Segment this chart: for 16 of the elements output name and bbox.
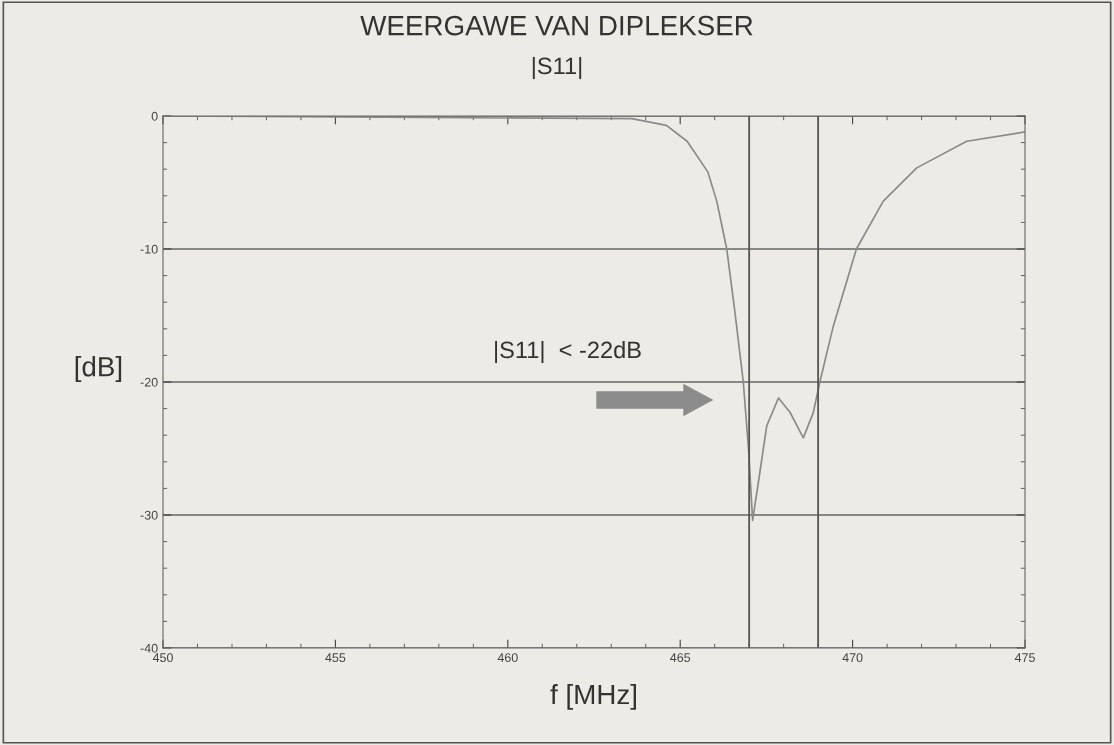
x-tick-label: 470 <box>842 653 863 663</box>
y-tick-label: -30 <box>140 510 158 520</box>
y-axis-title: [dB] <box>75 356 122 382</box>
chart-title: WEERGAWE VAN DIPLEKSER <box>360 15 753 36</box>
x-tick-label: 450 <box>152 653 173 663</box>
y-tick-label: -40 <box>140 643 158 653</box>
annotation: |S11| < -22dB <box>495 340 641 364</box>
x-tick-label: 460 <box>497 653 518 663</box>
x-axis-title: f [MHz] <box>550 683 636 710</box>
chart-subtitle: |S11| <box>532 56 582 80</box>
y-tick-label: -20 <box>140 377 158 387</box>
y-tick-label: -10 <box>140 244 158 254</box>
x-tick-label: 475 <box>1014 653 1035 663</box>
y-tick-label: 0 <box>151 111 158 121</box>
x-tick-label: 455 <box>325 653 346 663</box>
x-tick-label: 465 <box>670 653 691 663</box>
